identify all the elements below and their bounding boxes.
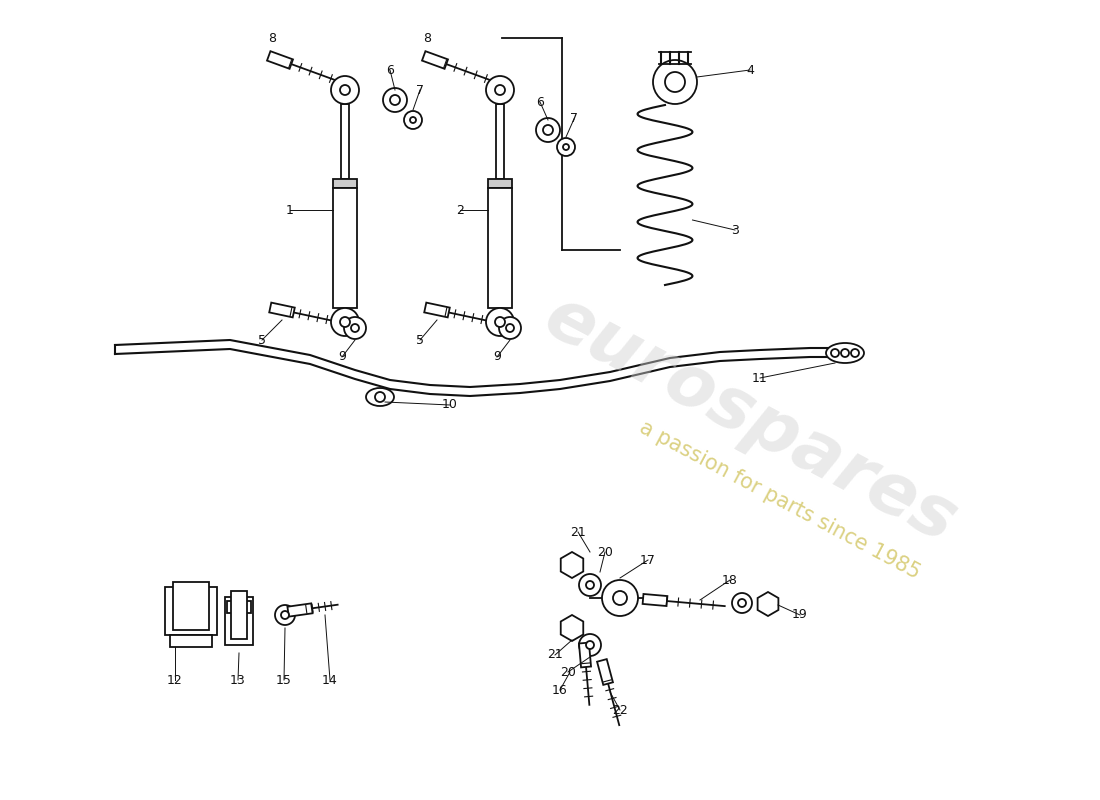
Bar (496, 104, 504, 179)
Text: 5: 5 (258, 334, 266, 346)
Text: 3: 3 (732, 223, 739, 237)
Polygon shape (287, 603, 312, 617)
Bar (226, 597, 253, 645)
Text: 13: 13 (230, 674, 246, 686)
Bar (341, 104, 349, 179)
Circle shape (351, 324, 359, 332)
Text: 9: 9 (338, 350, 345, 363)
Circle shape (851, 349, 859, 357)
Text: 7: 7 (570, 113, 578, 126)
Circle shape (586, 641, 594, 649)
Circle shape (543, 125, 553, 135)
Text: 11: 11 (752, 371, 768, 385)
Bar (227, 601, 251, 613)
Polygon shape (758, 592, 779, 616)
Circle shape (331, 76, 359, 104)
Bar (165, 587, 217, 635)
Circle shape (613, 591, 627, 605)
Polygon shape (425, 302, 450, 318)
Bar (173, 582, 209, 630)
Polygon shape (561, 552, 583, 578)
Circle shape (495, 85, 505, 95)
Bar (488, 179, 512, 188)
Polygon shape (422, 51, 448, 69)
Text: 20: 20 (560, 666, 576, 678)
Circle shape (732, 593, 752, 613)
Circle shape (579, 634, 601, 656)
Polygon shape (267, 51, 293, 69)
Text: 1: 1 (286, 203, 294, 217)
Text: 12: 12 (167, 674, 183, 686)
Circle shape (830, 349, 839, 357)
Circle shape (842, 349, 849, 357)
Text: 6: 6 (536, 95, 543, 109)
Text: 4: 4 (746, 63, 754, 77)
Text: 7: 7 (416, 83, 424, 97)
Bar (231, 591, 248, 639)
Text: 21: 21 (570, 526, 586, 538)
Text: 14: 14 (322, 674, 338, 686)
Text: 6: 6 (386, 63, 394, 77)
Text: 10: 10 (442, 398, 458, 411)
Text: 21: 21 (547, 649, 563, 662)
Circle shape (340, 317, 350, 327)
Circle shape (557, 138, 575, 156)
Ellipse shape (366, 388, 394, 406)
Polygon shape (579, 642, 591, 667)
Polygon shape (597, 659, 613, 685)
Circle shape (486, 308, 514, 336)
Text: 20: 20 (597, 546, 613, 558)
Text: 8: 8 (424, 31, 431, 45)
Text: eurospares: eurospares (532, 282, 968, 558)
Circle shape (495, 317, 505, 327)
Circle shape (586, 581, 594, 589)
Text: 18: 18 (722, 574, 738, 586)
Circle shape (383, 88, 407, 112)
Circle shape (390, 95, 400, 105)
Text: a passion for parts since 1985: a passion for parts since 1985 (636, 418, 924, 582)
Text: 2: 2 (456, 203, 464, 217)
Circle shape (602, 580, 638, 616)
Text: 15: 15 (276, 674, 292, 686)
Polygon shape (642, 594, 668, 606)
Circle shape (280, 611, 289, 619)
Bar (170, 635, 212, 647)
Text: 5: 5 (416, 334, 424, 346)
Polygon shape (561, 615, 583, 641)
Circle shape (375, 392, 385, 402)
Circle shape (404, 111, 422, 129)
Text: 22: 22 (612, 703, 628, 717)
Circle shape (536, 118, 560, 142)
Text: 17: 17 (640, 554, 656, 566)
Circle shape (499, 317, 521, 339)
Circle shape (486, 76, 514, 104)
Text: 19: 19 (792, 609, 807, 622)
Bar (333, 188, 358, 308)
Circle shape (563, 144, 569, 150)
Circle shape (275, 605, 295, 625)
Bar (333, 179, 358, 188)
Circle shape (666, 72, 685, 92)
Circle shape (331, 308, 359, 336)
Text: 16: 16 (552, 683, 568, 697)
Bar (488, 188, 512, 308)
Text: 9: 9 (493, 350, 500, 363)
Circle shape (410, 117, 416, 123)
Circle shape (506, 324, 514, 332)
Polygon shape (270, 302, 295, 318)
Text: 8: 8 (268, 31, 276, 45)
Circle shape (344, 317, 366, 339)
Circle shape (579, 574, 601, 596)
Circle shape (653, 60, 697, 104)
Ellipse shape (826, 343, 864, 363)
Circle shape (738, 599, 746, 607)
Circle shape (340, 85, 350, 95)
